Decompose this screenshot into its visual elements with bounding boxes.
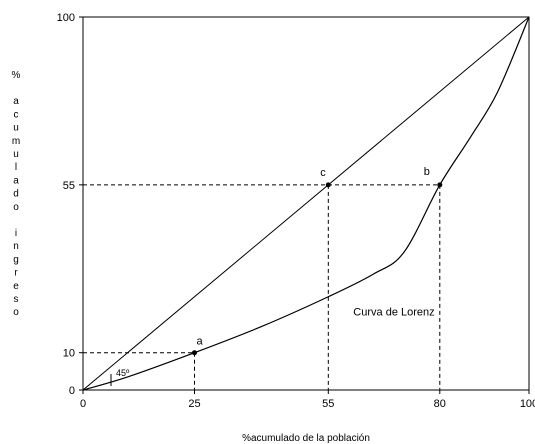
y-label-char: a [13,175,19,186]
y-label-char: u [13,149,19,160]
lorenz-curve-label: Curva de Lorenz [353,306,434,318]
point-label-c: c [320,167,326,179]
y-tick-label: 55 [63,180,75,192]
x-tick-label: 100 [520,398,535,410]
y-label-char: o [13,307,19,318]
y-label-char: m [12,136,20,147]
point-c [325,182,331,188]
y-label-char: s [14,294,19,305]
y-label-char: c [14,109,19,120]
point-label-b: b [424,166,430,178]
x-tick-label: 25 [188,398,200,410]
x-tick-label: 80 [434,398,446,410]
y-label-char: d [13,189,19,200]
x-tick-label: 55 [322,398,334,410]
x-tick-label: 0 [80,398,86,410]
y-label-char: n [13,241,19,252]
lorenz-curve [82,16,530,391]
y-label-char: u [13,123,19,134]
y-label-char: a [13,96,19,107]
marked-points: a b c [192,166,443,356]
y-tick-label: 100 [57,12,75,24]
x-axis-ticks: 0 25 55 80 100 [80,390,535,410]
y-label-char: g [13,254,19,265]
y-tick-label: 0 [69,385,75,397]
point-b [437,182,443,188]
equality-line [82,16,530,391]
y-axis-ticks: 0 10 55 100 [57,12,83,397]
angle-label: 45º [116,368,130,378]
y-tick-label: 10 [63,348,75,360]
guide-lines [83,184,441,390]
y-label-char: % [12,70,21,81]
y-label-char: l [15,162,17,173]
y-label-char: e [13,281,19,292]
x-axis-label: %acumulado de la población [242,433,370,444]
y-label-char: o [13,202,19,213]
y-label-char: r [14,268,18,279]
plot-frame [82,16,530,391]
point-label-a: a [197,336,204,348]
y-label-char: i [15,228,17,239]
point-a [192,350,197,356]
